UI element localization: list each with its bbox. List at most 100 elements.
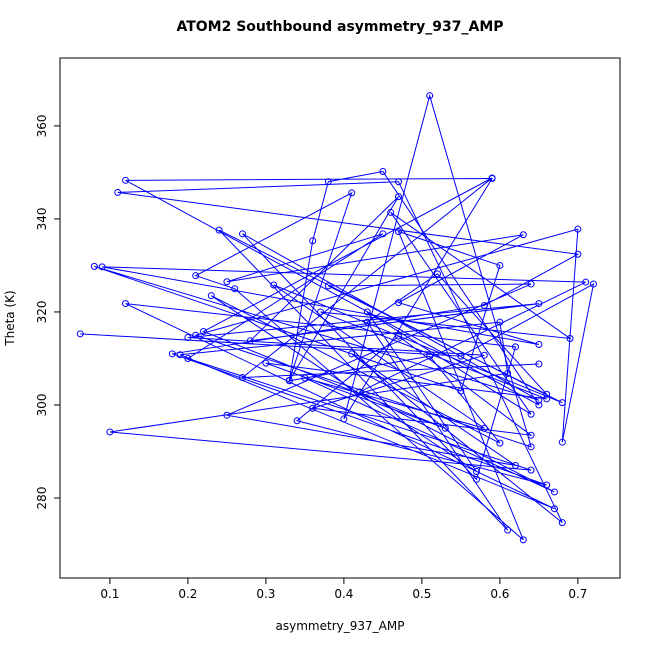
data-point [176, 351, 184, 359]
data-point [558, 438, 566, 446]
data-point [550, 488, 558, 496]
chart-title: ATOM2 Southbound asymmetry_937_AMP [176, 19, 503, 35]
data-point [574, 250, 582, 258]
data-point [535, 300, 543, 308]
data-point [574, 225, 582, 233]
data-point [472, 467, 480, 475]
data-point [293, 417, 301, 425]
data-point [379, 230, 387, 238]
data-point [558, 399, 566, 407]
data-point [76, 330, 84, 338]
data-point [122, 300, 130, 308]
data-point [122, 176, 130, 184]
x-tick-label: 0.5 [412, 587, 431, 601]
data-point [215, 226, 223, 234]
data-point [184, 334, 192, 342]
data-point [582, 278, 590, 286]
data-point [90, 262, 98, 270]
data-point [387, 208, 395, 216]
data-point [543, 481, 551, 489]
x-tick-label: 0.3 [256, 587, 275, 601]
data-point [394, 332, 402, 340]
data-point [200, 327, 208, 335]
data-point [363, 318, 371, 326]
data-point [340, 415, 348, 423]
data-point [504, 369, 512, 377]
y-axis-label: Theta (K) [3, 290, 17, 346]
data-point [535, 341, 543, 349]
data-point [550, 505, 558, 513]
data-point [543, 395, 551, 403]
data-point [535, 396, 543, 404]
data-point [309, 404, 317, 412]
data-point [114, 188, 122, 196]
data-point [394, 193, 402, 201]
data-point [426, 352, 434, 360]
data-point [558, 519, 566, 527]
data-point [488, 174, 496, 182]
x-tick-label: 0.2 [178, 587, 197, 601]
x-tick-label: 0.6 [490, 587, 509, 601]
data-point [527, 280, 535, 288]
data-point [223, 278, 231, 286]
data-point [223, 411, 231, 419]
data-point [348, 189, 356, 197]
data-point [543, 390, 551, 398]
data-point [106, 428, 114, 436]
data-point [239, 374, 247, 382]
data-point [363, 308, 371, 316]
data-point [184, 354, 192, 362]
y-tick-label: 280 [35, 487, 49, 510]
data-point [496, 261, 504, 269]
data-point [192, 272, 200, 280]
data-point [527, 431, 535, 439]
data-point [231, 285, 239, 293]
data-point [394, 299, 402, 307]
data-point [270, 281, 278, 289]
data-point [309, 237, 317, 245]
data-point [168, 350, 176, 358]
data-point [324, 178, 332, 186]
data-point [480, 424, 488, 432]
data-point [496, 318, 504, 326]
data-point [504, 526, 512, 534]
data-point [262, 359, 270, 367]
data-point [246, 337, 254, 345]
data-point [355, 388, 363, 396]
y-tick-label: 300 [35, 394, 49, 417]
y-tick-label: 320 [35, 301, 49, 324]
data-point [457, 387, 465, 395]
data-point [301, 374, 309, 382]
data-point [192, 331, 200, 339]
data-point [285, 377, 293, 385]
y-tick-label: 340 [35, 207, 49, 230]
y-tick-label: 360 [35, 114, 49, 137]
data-point [511, 461, 519, 469]
data-point [98, 263, 106, 271]
data-point [457, 352, 465, 360]
data-point [535, 401, 543, 409]
data-point [566, 334, 574, 342]
data-point [441, 424, 449, 432]
data-point [496, 439, 504, 447]
data-point [519, 231, 527, 239]
data-point [519, 536, 527, 544]
data-point [348, 350, 356, 358]
data-point [426, 92, 434, 100]
data-point [480, 301, 488, 309]
x-tick-label: 0.4 [334, 587, 353, 601]
data-point [324, 282, 332, 290]
data-point [589, 280, 597, 288]
data-point [527, 466, 535, 474]
data-point [527, 410, 535, 418]
x-tick-label: 0.1 [100, 587, 119, 601]
data-line [80, 93, 595, 541]
data-point [433, 270, 441, 278]
data-point [472, 475, 480, 483]
data-point [480, 351, 488, 359]
data-point [511, 343, 519, 351]
data-point [527, 443, 535, 451]
plot-frame [59, 57, 621, 579]
